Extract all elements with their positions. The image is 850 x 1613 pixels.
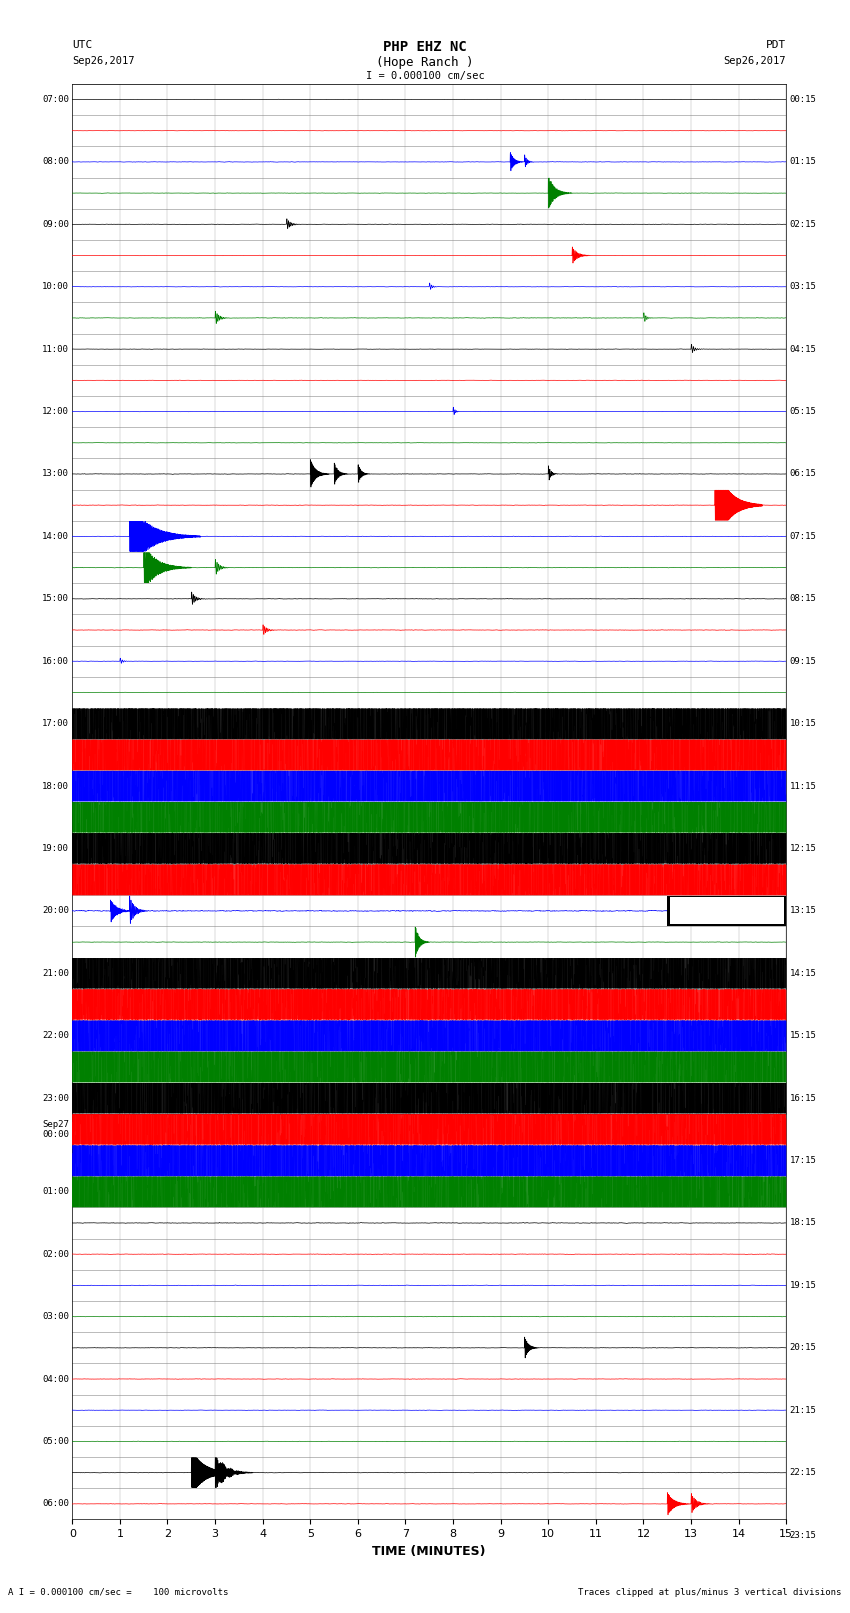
- Text: 11:15: 11:15: [790, 782, 817, 790]
- Text: 06:15: 06:15: [790, 469, 817, 479]
- Text: 07:00: 07:00: [42, 95, 69, 103]
- Text: Sep26,2017: Sep26,2017: [723, 56, 786, 66]
- Text: 10:15: 10:15: [790, 719, 817, 727]
- Text: 18:15: 18:15: [790, 1218, 817, 1227]
- Text: 08:15: 08:15: [790, 594, 817, 603]
- Text: 22:00: 22:00: [42, 1031, 69, 1040]
- Text: 00:15: 00:15: [790, 95, 817, 103]
- Bar: [72, 1052, 786, 1082]
- Text: 09:15: 09:15: [790, 656, 817, 666]
- Text: 17:15: 17:15: [790, 1157, 817, 1165]
- Text: 15:15: 15:15: [790, 1031, 817, 1040]
- Bar: [72, 958, 786, 989]
- Text: 19:15: 19:15: [790, 1281, 817, 1290]
- Text: 15:00: 15:00: [42, 594, 69, 603]
- Text: (Hope Ranch ): (Hope Ranch ): [377, 56, 473, 69]
- Text: Sep26,2017: Sep26,2017: [72, 56, 135, 66]
- Text: 05:00: 05:00: [42, 1437, 69, 1445]
- Text: 14:15: 14:15: [790, 969, 817, 977]
- Text: 02:00: 02:00: [42, 1250, 69, 1258]
- Text: UTC: UTC: [72, 40, 93, 50]
- Bar: [72, 989, 786, 1019]
- Text: 03:00: 03:00: [42, 1311, 69, 1321]
- Bar: [670, 897, 784, 924]
- Text: 13:15: 13:15: [790, 907, 817, 916]
- X-axis label: TIME (MINUTES): TIME (MINUTES): [372, 1545, 486, 1558]
- Text: 17:00: 17:00: [42, 719, 69, 727]
- Text: 07:15: 07:15: [790, 532, 817, 540]
- Text: 21:15: 21:15: [790, 1405, 817, 1415]
- Text: 18:00: 18:00: [42, 782, 69, 790]
- Bar: [667, 895, 786, 926]
- Text: 05:15: 05:15: [790, 406, 817, 416]
- Text: 10:00: 10:00: [42, 282, 69, 292]
- Text: 19:00: 19:00: [42, 844, 69, 853]
- Text: 20:00: 20:00: [42, 907, 69, 916]
- Bar: [72, 708, 786, 739]
- Text: 20:15: 20:15: [790, 1344, 817, 1352]
- Bar: [72, 1115, 786, 1144]
- Text: 12:00: 12:00: [42, 406, 69, 416]
- Text: 06:00: 06:00: [42, 1500, 69, 1508]
- Text: PDT: PDT: [766, 40, 786, 50]
- Text: 01:15: 01:15: [790, 158, 817, 166]
- Text: 16:15: 16:15: [790, 1094, 817, 1103]
- Text: 21:00: 21:00: [42, 969, 69, 977]
- Bar: [72, 771, 786, 802]
- Text: 03:15: 03:15: [790, 282, 817, 292]
- Text: 08:00: 08:00: [42, 158, 69, 166]
- Text: 13:00: 13:00: [42, 469, 69, 479]
- Text: 11:00: 11:00: [42, 345, 69, 353]
- Text: Sep27
00:00: Sep27 00:00: [42, 1119, 69, 1139]
- Bar: [72, 1145, 786, 1176]
- Text: 12:15: 12:15: [790, 844, 817, 853]
- Text: 01:00: 01:00: [42, 1187, 69, 1197]
- Text: A I = 0.000100 cm/sec =    100 microvolts: A I = 0.000100 cm/sec = 100 microvolts: [8, 1587, 229, 1597]
- Text: 04:15: 04:15: [790, 345, 817, 353]
- Text: 16:00: 16:00: [42, 656, 69, 666]
- Text: 04:00: 04:00: [42, 1374, 69, 1384]
- Text: 22:15: 22:15: [790, 1468, 817, 1478]
- Text: 23:15: 23:15: [790, 1531, 817, 1539]
- Bar: [72, 1177, 786, 1207]
- Text: PHP EHZ NC: PHP EHZ NC: [383, 40, 467, 55]
- Bar: [72, 740, 786, 769]
- Text: 09:00: 09:00: [42, 219, 69, 229]
- Text: Traces clipped at plus/minus 3 vertical divisions: Traces clipped at plus/minus 3 vertical …: [578, 1587, 842, 1597]
- Text: 23:00: 23:00: [42, 1094, 69, 1103]
- Bar: [72, 834, 786, 863]
- Text: 02:15: 02:15: [790, 219, 817, 229]
- Text: I = 0.000100 cm/sec: I = 0.000100 cm/sec: [366, 71, 484, 81]
- Text: 14:00: 14:00: [42, 532, 69, 540]
- Bar: [72, 1084, 786, 1113]
- Bar: [72, 865, 786, 895]
- Bar: [72, 802, 786, 832]
- Bar: [72, 1021, 786, 1050]
